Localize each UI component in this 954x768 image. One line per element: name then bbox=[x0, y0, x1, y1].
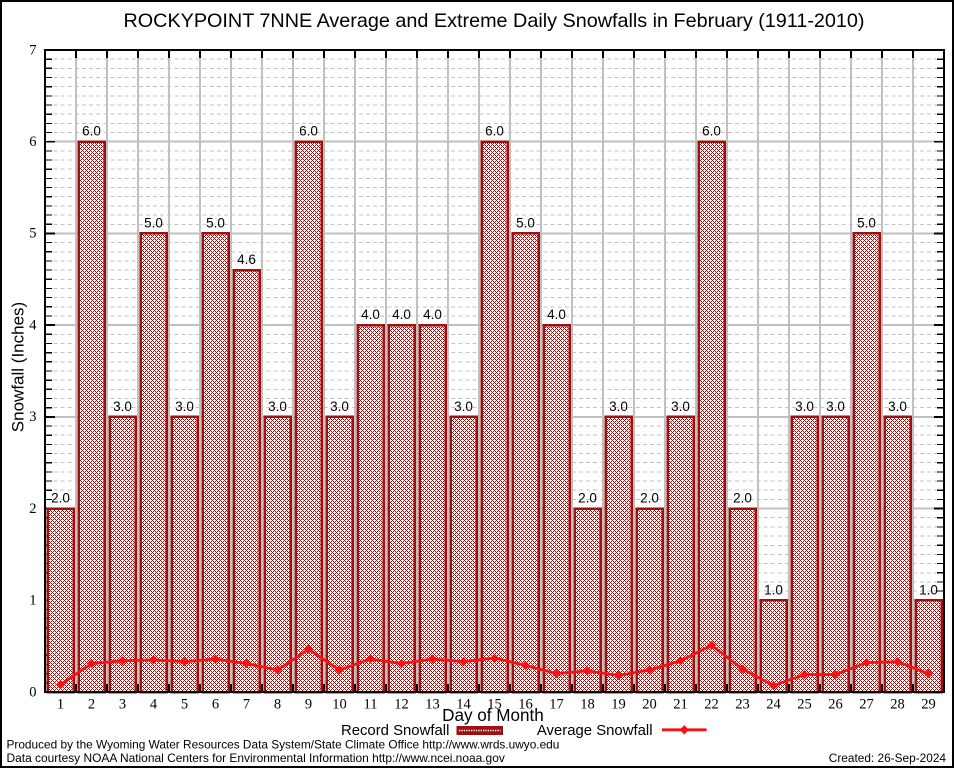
svg-text:5.0: 5.0 bbox=[857, 215, 876, 230]
svg-text:18: 18 bbox=[580, 697, 595, 713]
svg-text:Average Snowfall: Average Snowfall bbox=[537, 723, 653, 739]
svg-text:4.0: 4.0 bbox=[423, 307, 442, 322]
svg-text:4.6: 4.6 bbox=[237, 252, 256, 267]
svg-text:14: 14 bbox=[456, 697, 471, 713]
svg-text:6.0: 6.0 bbox=[702, 124, 721, 139]
svg-text:5: 5 bbox=[29, 226, 36, 242]
svg-text:4.0: 4.0 bbox=[361, 307, 380, 322]
svg-text:2: 2 bbox=[29, 501, 36, 517]
svg-text:Created: 26-Sep-2024: Created: 26-Sep-2024 bbox=[829, 751, 947, 765]
svg-text:26: 26 bbox=[828, 697, 843, 713]
svg-text:7: 7 bbox=[243, 697, 250, 713]
svg-text:5: 5 bbox=[181, 697, 188, 713]
svg-text:3.0: 3.0 bbox=[609, 399, 628, 414]
svg-text:11: 11 bbox=[364, 697, 378, 713]
svg-text:8: 8 bbox=[274, 697, 281, 713]
svg-text:29: 29 bbox=[921, 697, 936, 713]
svg-text:28: 28 bbox=[890, 697, 905, 713]
svg-text:Record Snowfall: Record Snowfall bbox=[341, 723, 449, 739]
svg-text:19: 19 bbox=[611, 697, 626, 713]
svg-text:3.0: 3.0 bbox=[175, 399, 194, 414]
svg-text:22: 22 bbox=[704, 697, 719, 713]
svg-text:25: 25 bbox=[797, 697, 812, 713]
svg-text:10: 10 bbox=[332, 697, 347, 713]
svg-text:1.0: 1.0 bbox=[919, 582, 938, 597]
svg-text:6.0: 6.0 bbox=[82, 124, 101, 139]
svg-text:Produced by the Wyoming Water: Produced by the Wyoming Water Resources … bbox=[7, 737, 560, 751]
svg-text:Snowfall (Inches): Snowfall (Inches) bbox=[9, 302, 28, 432]
svg-text:3: 3 bbox=[29, 409, 36, 425]
svg-text:2.0: 2.0 bbox=[733, 491, 752, 506]
svg-text:2.0: 2.0 bbox=[578, 491, 597, 506]
svg-text:5.0: 5.0 bbox=[206, 215, 225, 230]
svg-text:5.0: 5.0 bbox=[516, 215, 535, 230]
svg-text:Data courtesy NOAA National Ce: Data courtesy NOAA National Centers for … bbox=[7, 751, 505, 765]
svg-text:4: 4 bbox=[150, 697, 158, 713]
svg-text:6.0: 6.0 bbox=[299, 124, 318, 139]
svg-text:2.0: 2.0 bbox=[51, 491, 70, 506]
svg-text:12: 12 bbox=[394, 697, 409, 713]
svg-text:15: 15 bbox=[487, 697, 502, 713]
svg-text:6.0: 6.0 bbox=[485, 124, 504, 139]
svg-text:6: 6 bbox=[29, 134, 36, 150]
svg-text:3.0: 3.0 bbox=[671, 399, 690, 414]
svg-text:21: 21 bbox=[673, 697, 688, 713]
svg-text:5.0: 5.0 bbox=[144, 215, 163, 230]
svg-text:0: 0 bbox=[29, 684, 36, 700]
svg-text:3.0: 3.0 bbox=[113, 399, 132, 414]
svg-text:20: 20 bbox=[642, 697, 657, 713]
svg-text:24: 24 bbox=[766, 697, 781, 713]
svg-text:Day of Month: Day of Month bbox=[442, 706, 544, 725]
svg-text:16: 16 bbox=[518, 697, 533, 713]
svg-text:2: 2 bbox=[88, 697, 95, 713]
svg-text:3.0: 3.0 bbox=[330, 399, 349, 414]
svg-text:7: 7 bbox=[29, 42, 36, 58]
svg-text:23: 23 bbox=[735, 697, 750, 713]
svg-text:4.0: 4.0 bbox=[547, 307, 566, 322]
svg-text:27: 27 bbox=[859, 697, 874, 713]
svg-text:1: 1 bbox=[29, 593, 36, 609]
svg-text:1: 1 bbox=[57, 697, 64, 713]
svg-text:3.0: 3.0 bbox=[454, 399, 473, 414]
svg-text:3.0: 3.0 bbox=[795, 399, 814, 414]
svg-text:ROCKYPOINT 7NNE Average and Ex: ROCKYPOINT 7NNE Average and Extreme Dail… bbox=[123, 10, 864, 32]
svg-text:3.0: 3.0 bbox=[268, 399, 287, 414]
svg-text:13: 13 bbox=[425, 697, 440, 713]
svg-text:1.0: 1.0 bbox=[764, 582, 783, 597]
svg-text:3: 3 bbox=[119, 697, 126, 713]
svg-text:4.0: 4.0 bbox=[392, 307, 411, 322]
svg-text:17: 17 bbox=[549, 697, 564, 713]
svg-text:3.0: 3.0 bbox=[888, 399, 907, 414]
svg-text:6: 6 bbox=[212, 697, 219, 713]
svg-text:2.0: 2.0 bbox=[640, 491, 659, 506]
svg-text:9: 9 bbox=[305, 697, 312, 713]
svg-text:3.0: 3.0 bbox=[826, 399, 845, 414]
svg-text:4: 4 bbox=[29, 317, 37, 333]
